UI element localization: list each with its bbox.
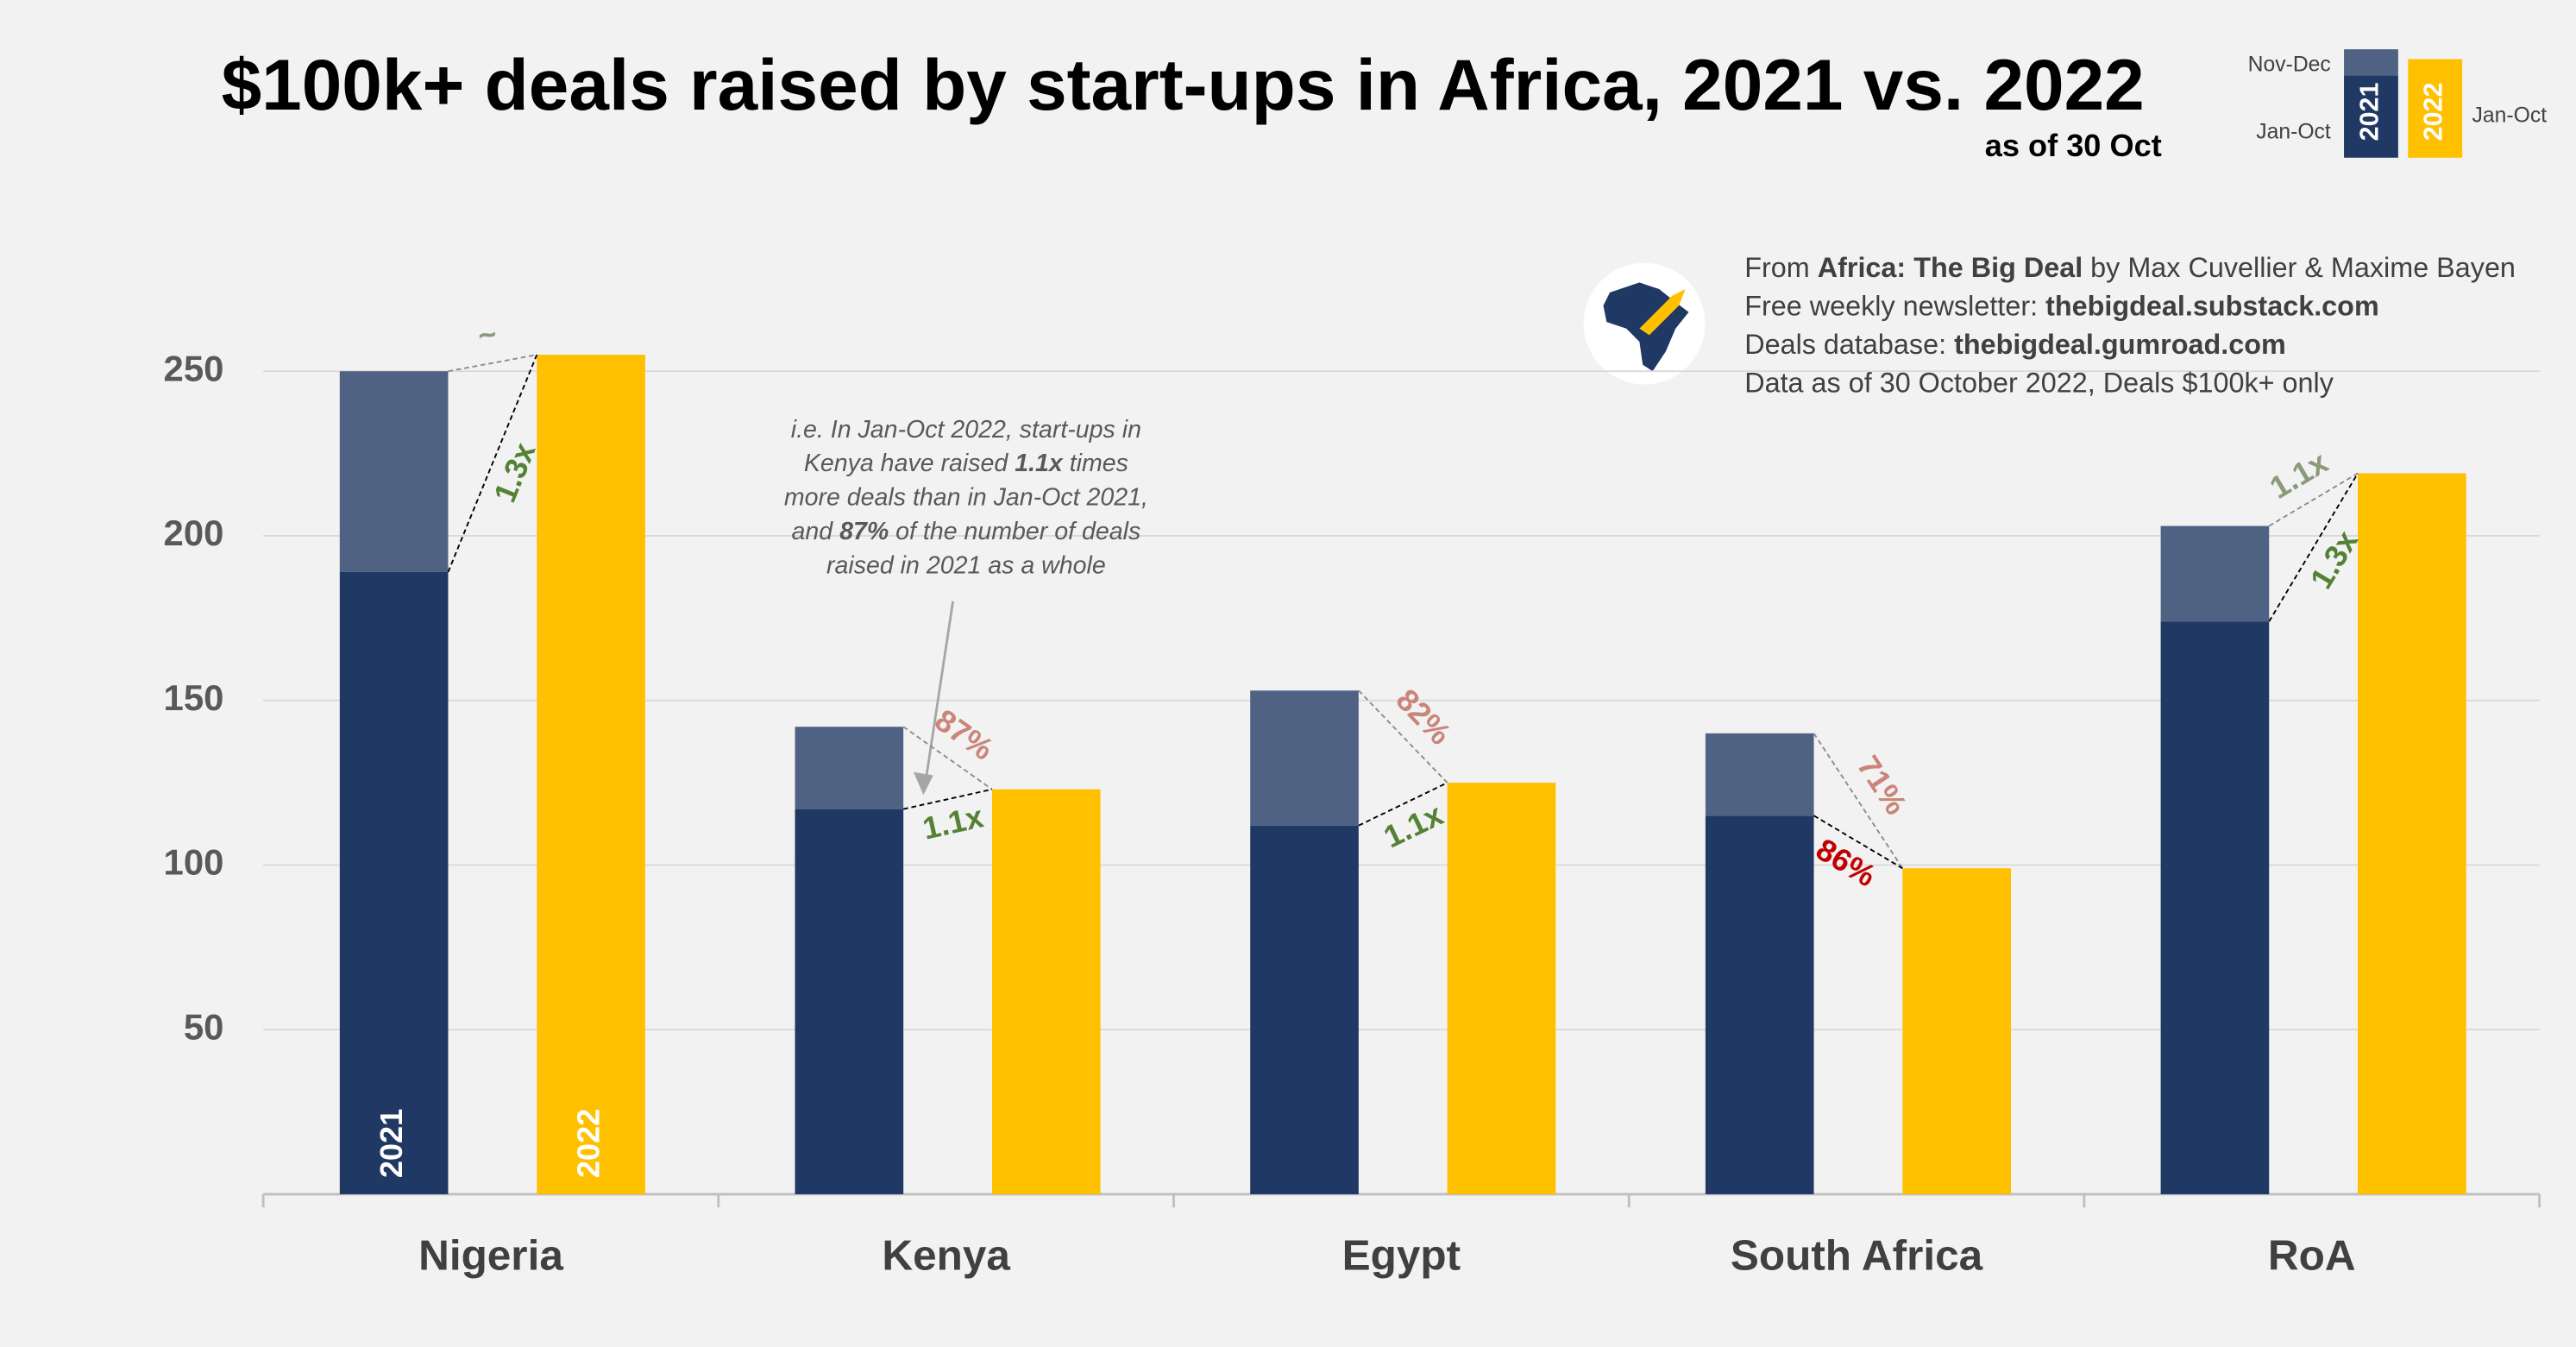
legend-label: Jan-Oct xyxy=(2256,121,2331,144)
x-tick-label: Egypt xyxy=(1342,1231,1461,1279)
bar-segment xyxy=(1705,815,1814,1194)
ratio-line xyxy=(902,726,993,790)
in-bar-label: 2021 xyxy=(374,1109,409,1178)
bar xyxy=(2358,473,2466,1194)
note-line-segment: of the number of deals xyxy=(889,518,1140,545)
legend-label: 2021 xyxy=(2355,83,2384,142)
source-line-segment: thebigdeal.substack.com xyxy=(2045,290,2379,321)
ratio-line xyxy=(902,788,993,810)
chart-title: $100k+ deals raised by start-ups in Afri… xyxy=(222,44,2145,125)
logo xyxy=(1583,262,1706,385)
note-line-segment: times xyxy=(1063,450,1128,477)
source-line: Deals database: thebigdeal.gumroad.com xyxy=(1744,328,2286,359)
ratio-line xyxy=(447,354,538,573)
source-line-segment: Free weekly newsletter: xyxy=(1744,290,2045,321)
note-line-segment: and xyxy=(792,518,840,545)
x-tick-label: Kenya xyxy=(882,1231,1010,1279)
bar-segment xyxy=(1705,733,1814,816)
note-line: and 87% of the number of deals xyxy=(792,518,1141,545)
legend-swatch xyxy=(2344,75,2398,158)
source-line-segment: Deals database: xyxy=(1744,328,1954,359)
bar-segment xyxy=(2160,526,2270,622)
legend-swatch xyxy=(2408,59,2463,158)
y-tick-label: 200 xyxy=(164,513,224,553)
source-line-segment: by Max Cuvellier & Maxime Bayen xyxy=(2083,252,2516,283)
note-line-segment: more deals than in Jan-Oct 2021, xyxy=(784,483,1148,511)
y-tick-label: 50 xyxy=(184,1006,224,1047)
note-line: i.e. In Jan-Oct 2022, start-ups in xyxy=(791,415,1141,443)
source-line: Free weekly newsletter: thebigdeal.subst… xyxy=(1744,290,2379,321)
bar-segment xyxy=(1250,690,1359,826)
ratio-line xyxy=(1813,733,1904,869)
legend-label: Nov-Dec xyxy=(2248,54,2331,77)
legend-label: 2022 xyxy=(2419,83,2448,142)
note-arrowhead xyxy=(913,771,933,796)
bar xyxy=(1902,868,2011,1194)
in-bar-label: 2022 xyxy=(571,1109,606,1178)
bar-segment xyxy=(795,809,904,1194)
source-line-segment: From xyxy=(1744,252,1818,283)
x-tick-label: Nigeria xyxy=(418,1231,563,1279)
bar xyxy=(1447,783,1556,1194)
ratio-line xyxy=(1813,815,1903,870)
ratio-line xyxy=(1358,689,1448,784)
note-line: Kenya have raised 1.1x times xyxy=(804,450,1128,477)
source-line-segment: thebigdeal.gumroad.com xyxy=(1954,328,2286,359)
chart-subtitle: as of 30 Oct xyxy=(1985,128,2162,163)
x-tick-label: RoA xyxy=(2268,1231,2356,1279)
y-tick-label: 150 xyxy=(164,677,224,718)
x-tick-label: South Africa xyxy=(1731,1231,1983,1279)
ratio-line xyxy=(448,354,537,373)
note-line-segment: Kenya have raised xyxy=(804,450,1015,477)
bar-segment xyxy=(339,371,449,572)
y-tick-label: 250 xyxy=(164,348,224,388)
source-line: From Africa: The Big Deal by Max Cuvelli… xyxy=(1744,252,2516,283)
note-line: more deals than in Jan-Oct 2021, xyxy=(784,483,1148,511)
source-line: Data as of 30 October 2022, Deals $100k+… xyxy=(1744,367,2334,398)
note-line-segment: 87% xyxy=(839,518,889,545)
bar xyxy=(991,789,1101,1194)
note-line: raised in 2021 as a whole xyxy=(826,551,1106,579)
bar-segment xyxy=(2160,621,2270,1194)
bar-segment xyxy=(795,727,904,809)
y-tick-label: 100 xyxy=(164,842,224,883)
bar xyxy=(537,355,645,1194)
ratio-line xyxy=(2268,472,2359,527)
note-arrow xyxy=(923,601,955,786)
ratio-line xyxy=(2268,473,2359,622)
legend-label: Jan-Oct xyxy=(2472,104,2548,128)
note-line-segment: 1.1x xyxy=(1015,450,1064,477)
note-line-segment: raised in 2021 as a whole xyxy=(826,551,1106,579)
note-line-segment: i.e. In Jan-Oct 2022, start-ups in xyxy=(791,415,1141,443)
bar-segment xyxy=(1250,825,1359,1194)
legend-swatch xyxy=(2344,49,2398,76)
source-line-segment: Data as of 30 October 2022, Deals $100k+… xyxy=(1744,367,2334,398)
source-line-segment: Africa: The Big Deal xyxy=(1818,252,2083,283)
bar-segment xyxy=(339,571,449,1194)
